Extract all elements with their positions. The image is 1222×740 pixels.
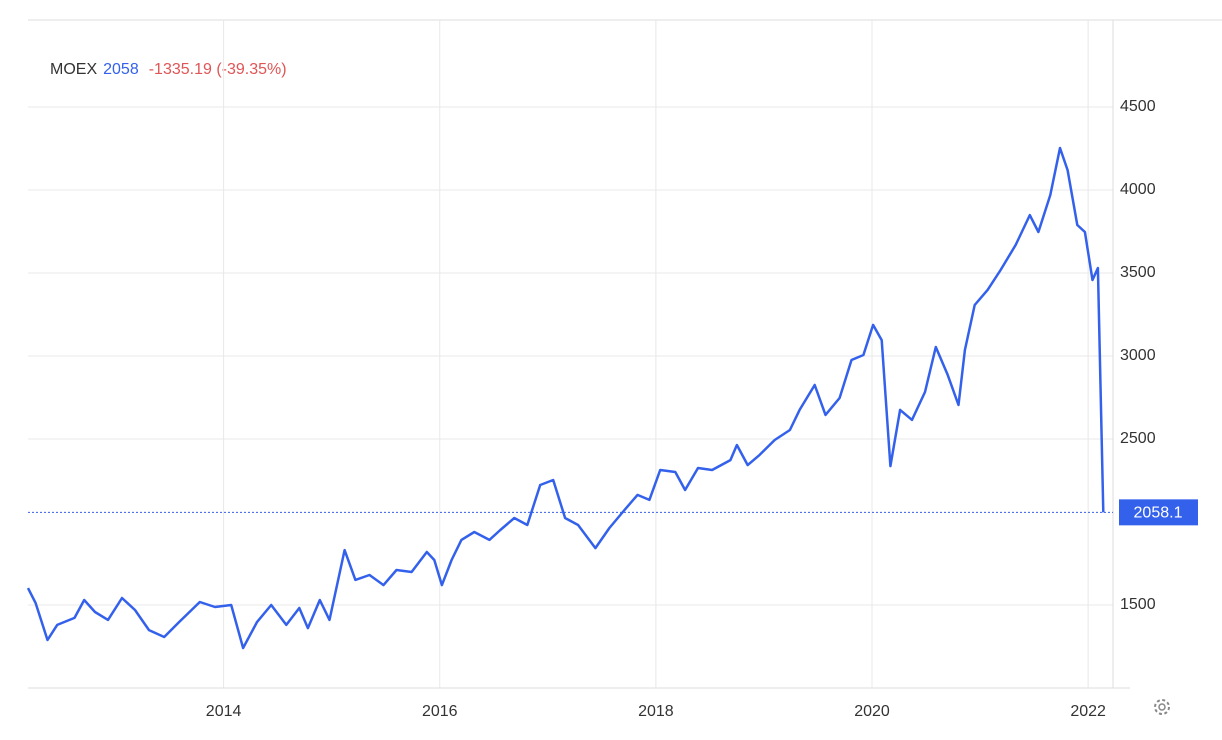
header: MOEX 2058 -1335.19 (-39.35%)	[50, 61, 287, 78]
current-price-box	[1119, 499, 1198, 526]
y-tick-label: 3000	[1120, 347, 1156, 364]
x-tick-label: 2016	[422, 703, 458, 720]
x-tick-label: 2022	[1070, 703, 1106, 720]
y-tick-label: 4500	[1120, 98, 1156, 115]
x-tick-label: 2014	[206, 703, 242, 720]
price-line	[26, 146, 1105, 650]
y-tick-label: 2500	[1120, 430, 1156, 447]
y-tick-label: 4000	[1120, 181, 1156, 198]
y-tick-label: 3500	[1120, 264, 1156, 281]
price-change: -1335.19 (-39.35%)	[149, 61, 287, 78]
last-price: 2058	[103, 61, 139, 78]
symbol: MOEX	[50, 61, 97, 78]
x-tick-label: 2020	[854, 703, 890, 720]
settings-icon[interactable]	[1154, 699, 1170, 715]
y-tick-label: 1500	[1120, 596, 1156, 613]
current-price-label: 2058.1	[1134, 505, 1183, 522]
x-tick-label: 2018	[638, 703, 674, 720]
